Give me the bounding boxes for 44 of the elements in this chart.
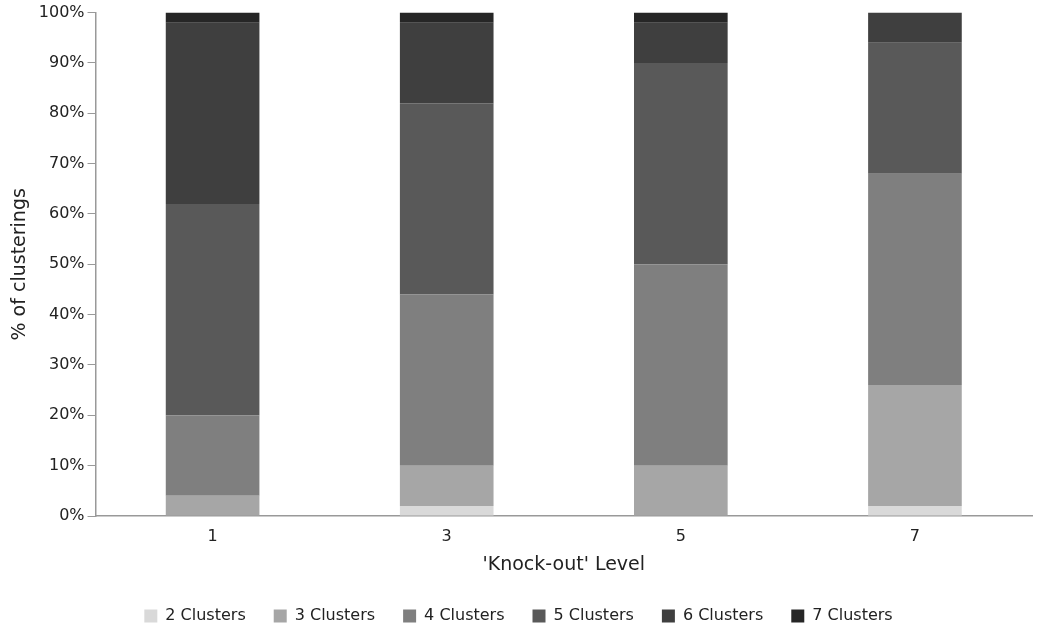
bar (165, 415, 260, 496)
x-tick-label: 1 (207, 525, 218, 545)
legend-label: 5 Clusters (553, 605, 634, 625)
bar (868, 12, 962, 43)
y-tick-label: 60% (48, 203, 85, 223)
bar (868, 385, 962, 506)
bar (634, 12, 728, 23)
bar (868, 173, 962, 386)
bar (634, 22, 728, 63)
bar (399, 465, 494, 506)
y-tick-label: 80% (48, 102, 85, 122)
x-tick-label: 3 (441, 525, 452, 545)
y-tick-label: 10% (48, 454, 85, 474)
x-tick-label: 7 (909, 525, 921, 545)
bar (399, 103, 494, 295)
bar (634, 264, 728, 466)
bar (868, 42, 962, 174)
y-tick-label: 0% (59, 505, 85, 525)
y-axis-title: % of clusterings (7, 188, 30, 341)
legend-label: 3 Clusters (294, 605, 376, 625)
legend-label: 7 Clusters (812, 605, 893, 625)
bar (634, 62, 728, 265)
y-tick-label: 90% (48, 52, 85, 72)
legend-label: 6 Clusters (682, 605, 764, 625)
bar (399, 505, 494, 516)
y-tick-label: 40% (48, 303, 85, 323)
bar (634, 465, 728, 516)
x-tick-label: 5 (675, 525, 686, 545)
bar (165, 203, 260, 416)
y-tick-label: 30% (48, 354, 85, 374)
y-tick-label: 100% (38, 1, 85, 21)
bar (399, 294, 494, 466)
y-tick-label: 70% (48, 152, 85, 172)
y-tick-label: 20% (48, 404, 85, 424)
bar (868, 505, 962, 516)
bar (399, 22, 494, 104)
bar (165, 22, 260, 204)
y-tick-label: 50% (48, 253, 85, 273)
x-axis-title: 'Knock-out' Level (482, 551, 646, 574)
bar (165, 12, 260, 23)
bar (399, 12, 494, 23)
bar (165, 495, 260, 516)
legend-label: 4 Clusters (424, 605, 505, 625)
legend-label: 2 Clusters (165, 605, 246, 625)
